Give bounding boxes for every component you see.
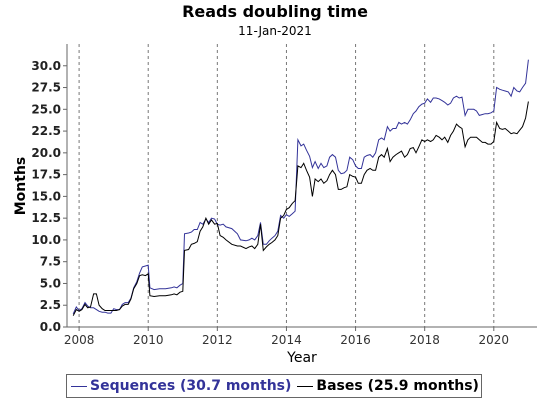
legend-label-bases: Bases (25.9 months) [316, 378, 479, 394]
x-tick-label: 2018 [409, 333, 440, 347]
legend-swatch-sequences [71, 385, 87, 387]
plot-area [67, 44, 537, 327]
x-axis-label: Year [286, 350, 317, 366]
x-tick-label: 2014 [271, 333, 302, 347]
y-tick-label: 10.0 [31, 233, 61, 247]
y-tick-label: 17.5 [31, 168, 61, 182]
chart-subtitle: 11-Jan-2021 [238, 24, 312, 38]
chart-title: Reads doubling time [182, 2, 368, 21]
y-tick-label: 7.5 [40, 255, 61, 269]
x-tick-label: 2012 [202, 333, 233, 347]
series-layer [72, 59, 529, 316]
x-tick-label: 2008 [64, 333, 95, 347]
legend-swatch-bases [297, 385, 314, 387]
y-tick-label: 30.0 [31, 59, 61, 73]
y-tick-label: 5.0 [40, 276, 61, 290]
y-tick-label: 12.5 [31, 211, 61, 225]
y-tick-label: 20.0 [31, 146, 61, 160]
x-tick-label: 2020 [479, 333, 510, 347]
series-line-bases [72, 101, 529, 316]
legend-label-sequences: Sequences (30.7 months) [90, 378, 292, 394]
x-tick-label: 2016 [340, 333, 371, 347]
y-tick-label: 2.5 [40, 298, 61, 312]
x-tick-label: 2010 [133, 333, 164, 347]
x-axis-ticks: 2008 2010 2012 2014 2016 2018 2020 [64, 327, 509, 347]
legend-item-sequences: Sequences (30.7 months) [71, 378, 291, 394]
legend: Sequences (30.7 months) Bases (25.9 mont… [66, 374, 482, 398]
y-tick-label: 27.5 [31, 81, 61, 95]
series-line-sequences [72, 59, 529, 315]
y-tick-label: 0.0 [40, 320, 61, 334]
legend-item-bases: Bases (25.9 months) [297, 378, 479, 394]
y-tick-label: 25.0 [31, 102, 61, 116]
y-axis-label: Months [13, 157, 29, 216]
y-axis-ticks: 0.0 2.5 5.0 7.5 10.0 12.5 15.0 17.5 20.0 22.5 25.0… [31, 59, 67, 334]
y-tick-label: 15.0 [31, 189, 61, 203]
y-tick-label: 22.5 [31, 124, 61, 138]
